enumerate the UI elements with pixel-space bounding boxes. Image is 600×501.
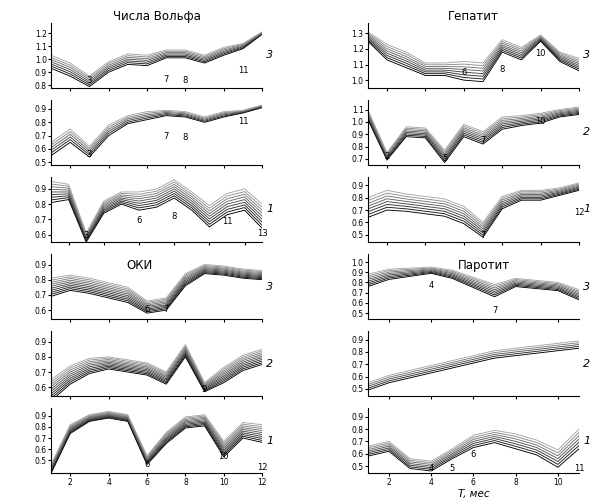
- Text: 2: 2: [583, 127, 590, 137]
- Text: 11: 11: [574, 464, 584, 473]
- Text: 11: 11: [222, 217, 232, 226]
- Text: 2: 2: [266, 359, 274, 369]
- Text: 8: 8: [183, 76, 188, 85]
- Text: 3: 3: [87, 150, 92, 159]
- Text: 9: 9: [202, 385, 207, 394]
- Text: 3: 3: [583, 282, 590, 292]
- Text: 12: 12: [257, 463, 268, 472]
- Text: 7: 7: [164, 305, 169, 314]
- Title: Гепатит: Гепатит: [448, 10, 499, 23]
- X-axis label: T, мес: T, мес: [458, 489, 489, 499]
- Text: 10: 10: [535, 49, 546, 58]
- Text: 5: 5: [442, 153, 447, 162]
- Text: 3: 3: [266, 282, 274, 292]
- Text: 6: 6: [145, 460, 149, 469]
- Text: 4: 4: [428, 464, 434, 473]
- Text: 1: 1: [583, 204, 590, 214]
- Text: 4: 4: [428, 281, 434, 290]
- Text: 7: 7: [481, 231, 485, 240]
- Text: 8: 8: [500, 65, 505, 74]
- Text: 10: 10: [535, 117, 546, 126]
- Text: 7: 7: [481, 136, 485, 145]
- Text: 7: 7: [164, 75, 169, 84]
- Text: 3: 3: [266, 50, 274, 60]
- Text: 3: 3: [87, 76, 92, 85]
- Text: 5: 5: [449, 464, 455, 473]
- Text: 1: 1: [266, 204, 274, 214]
- Text: Паротит: Паротит: [458, 259, 510, 272]
- Text: 7: 7: [164, 132, 169, 141]
- Text: 8: 8: [183, 133, 188, 142]
- Text: 2: 2: [385, 152, 389, 161]
- Text: 1: 1: [266, 436, 274, 446]
- Text: 2: 2: [583, 359, 590, 369]
- Text: 6: 6: [461, 68, 466, 77]
- Text: 3: 3: [83, 231, 89, 240]
- Text: 7: 7: [492, 306, 497, 315]
- Text: 6: 6: [471, 450, 476, 459]
- Text: 6: 6: [136, 216, 142, 225]
- Text: 13: 13: [257, 229, 268, 238]
- Text: 10: 10: [218, 452, 229, 461]
- Text: 3: 3: [583, 50, 590, 60]
- Text: 11: 11: [238, 117, 248, 126]
- Text: 8: 8: [172, 212, 177, 221]
- Text: ОКИ: ОКИ: [127, 259, 153, 272]
- Title: Числа Вольфа: Числа Вольфа: [113, 10, 200, 23]
- Text: 11: 11: [238, 66, 248, 75]
- Text: 6: 6: [145, 305, 149, 314]
- Text: 12: 12: [574, 208, 584, 217]
- Text: 1: 1: [583, 436, 590, 446]
